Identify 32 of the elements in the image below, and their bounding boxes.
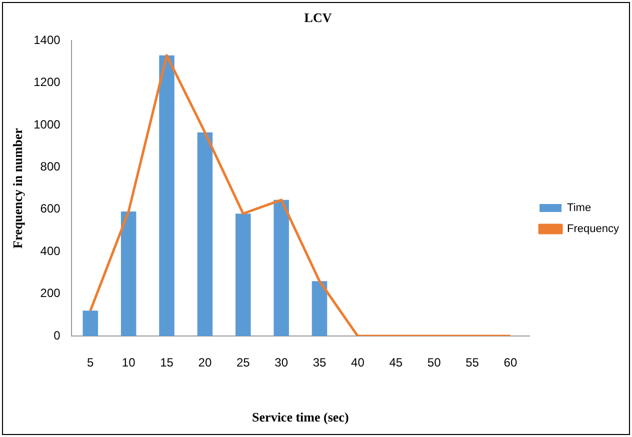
y-tick-label: 1200 <box>34 75 61 90</box>
x-tick-label: 30 <box>274 356 288 370</box>
legend-label: Frequency <box>567 223 620 236</box>
y-tick-label: 600 <box>40 202 61 216</box>
bar <box>274 200 289 336</box>
chart-title: LCV <box>304 10 332 26</box>
legend-label: Time <box>567 202 592 214</box>
y-axis-title: Frequency in number <box>10 128 26 248</box>
x-tick-label: 15 <box>160 356 174 370</box>
x-axis-title: Service time (sec) <box>252 410 349 425</box>
x-tick-label: 55 <box>466 356 480 370</box>
y-tick-label: 800 <box>40 160 61 174</box>
x-tick-label: 50 <box>427 356 442 370</box>
bar <box>312 281 328 336</box>
bar <box>159 55 174 336</box>
x-tick-label: 35 <box>312 356 326 370</box>
bar <box>82 310 98 336</box>
x-tick-label: 20 <box>198 356 212 370</box>
x-tick-label: 5 <box>87 356 94 370</box>
x-tick-label: 60 <box>504 356 518 370</box>
bar <box>120 212 136 336</box>
x-tick-label: 40 <box>351 356 365 370</box>
y-tick-label: 200 <box>40 286 61 300</box>
x-tick-label: 25 <box>236 356 250 370</box>
y-tick-label: 1000 <box>34 117 61 132</box>
bar <box>235 214 251 336</box>
y-tick-label: 1400 <box>34 32 61 47</box>
y-tick-label: 0 <box>54 328 61 342</box>
bar <box>197 132 213 336</box>
x-tick-label: 10 <box>122 356 136 370</box>
y-tick-label: 400 <box>40 244 61 258</box>
x-tick-label: 45 <box>389 356 403 370</box>
